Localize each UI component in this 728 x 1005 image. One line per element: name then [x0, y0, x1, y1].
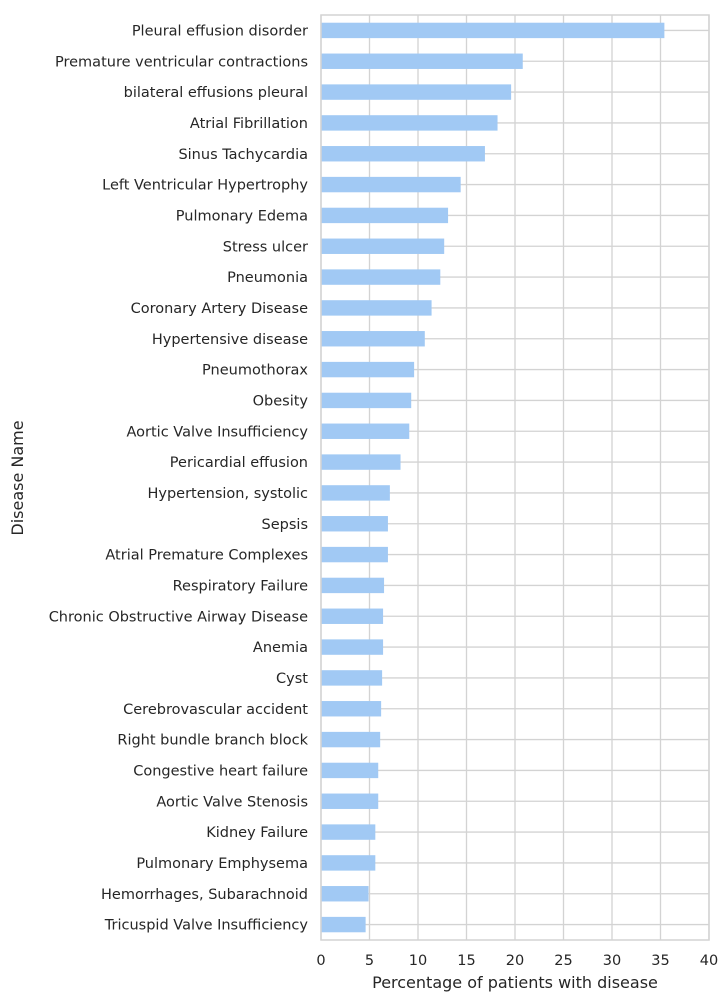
y-tick-label: Stress ulcer [223, 239, 308, 255]
bar [321, 22, 665, 39]
bar [321, 485, 390, 501]
y-tick-label: Cerebrovascular accident [123, 702, 308, 718]
bar [321, 300, 432, 316]
x-tick-label: 0 [316, 953, 325, 969]
y-tick-label: Congestive heart failure [133, 763, 308, 779]
y-tick-label: Kidney Failure [206, 825, 308, 841]
bar [321, 916, 366, 933]
bar [321, 824, 376, 840]
x-tick-label: 20 [506, 953, 524, 969]
frame-layer [320, 14, 710, 941]
y-tick-label: Left Ventricular Hypertrophy [102, 178, 308, 194]
y-tick-label: Atrial Fibrillation [190, 116, 308, 132]
y-tick-label: Respiratory Failure [173, 578, 308, 594]
bar [321, 516, 388, 532]
bar [321, 886, 369, 902]
y-tick-label: Coronary Artery Disease [131, 301, 308, 317]
x-tick-label: 30 [603, 953, 621, 969]
bar [321, 361, 415, 378]
bar [321, 146, 485, 162]
bar [321, 577, 385, 594]
bar [321, 762, 379, 779]
y-tick-label: Right bundle branch block [117, 733, 308, 749]
bar [321, 639, 384, 655]
y-tick-label: bilateral effusions pleural [124, 85, 308, 101]
y-tick-label: Pneumonia [227, 270, 308, 286]
x-tick-labels: 0 5 10 15 20 25 30 35 40 [316, 953, 718, 969]
bar [321, 207, 449, 224]
bar [321, 331, 425, 347]
x-axis-label: Percentage of patients with disease [372, 973, 658, 992]
y-tick-label: Pulmonary Edema [176, 208, 308, 224]
y-tick-label: Atrial Premature Complexes [105, 548, 308, 564]
x-tick-label: 10 [409, 953, 427, 969]
y-tick-label: Hypertensive disease [152, 332, 308, 348]
bar [321, 855, 376, 871]
x-tick-label: 35 [651, 953, 669, 969]
bar [321, 392, 412, 409]
x-tick-label: 40 [700, 953, 718, 969]
y-tick-label: Pericardial effusion [170, 455, 308, 471]
y-tick-label: Aortic Valve Insufficiency [126, 424, 308, 440]
bar [321, 238, 445, 254]
y-tick-label: Obesity [253, 393, 309, 409]
bar [321, 670, 383, 686]
y-tick-label: Anemia [253, 640, 308, 656]
y-tick-label: Sinus Tachycardia [178, 147, 308, 163]
y-tick-label: Chronic Obstructive Airway Disease [49, 609, 308, 625]
y-tick-label: Sepsis [262, 517, 308, 533]
bar [321, 84, 512, 100]
x-tick-label: 15 [457, 953, 475, 969]
y-tick-label: Pleural effusion disorder [132, 23, 308, 39]
bar [321, 53, 523, 69]
bar [321, 269, 441, 285]
bar [321, 546, 388, 563]
bar [321, 701, 382, 717]
y-tick-label: Cyst [276, 671, 308, 687]
x-tick-label: 5 [365, 953, 374, 969]
y-tick-label: Pulmonary Emphysema [136, 856, 308, 872]
bar [321, 454, 401, 470]
y-tick-label: Hemorrhages, Subarachnoid [101, 887, 308, 903]
y-tick-label: Hypertension, systolic [147, 486, 308, 502]
bar [321, 608, 384, 624]
y-axis-label: Disease Name [8, 420, 27, 535]
y-tick-label: Tricuspid Valve Insufficiency [104, 918, 309, 934]
bar [321, 793, 379, 809]
y-tick-labels: Pleural effusion disorder Premature ventr… [49, 23, 309, 933]
bar [321, 176, 461, 193]
bar-layer [321, 22, 665, 933]
y-tick-label: Pneumothorax [202, 363, 308, 379]
x-tick-label: 25 [554, 953, 572, 969]
y-tick-label: Aortic Valve Stenosis [156, 794, 308, 810]
bar [321, 731, 381, 748]
bar [321, 423, 410, 439]
bar [321, 115, 498, 131]
y-tick-label: Premature ventricular contractions [55, 54, 308, 70]
plot-frame [320, 14, 710, 941]
